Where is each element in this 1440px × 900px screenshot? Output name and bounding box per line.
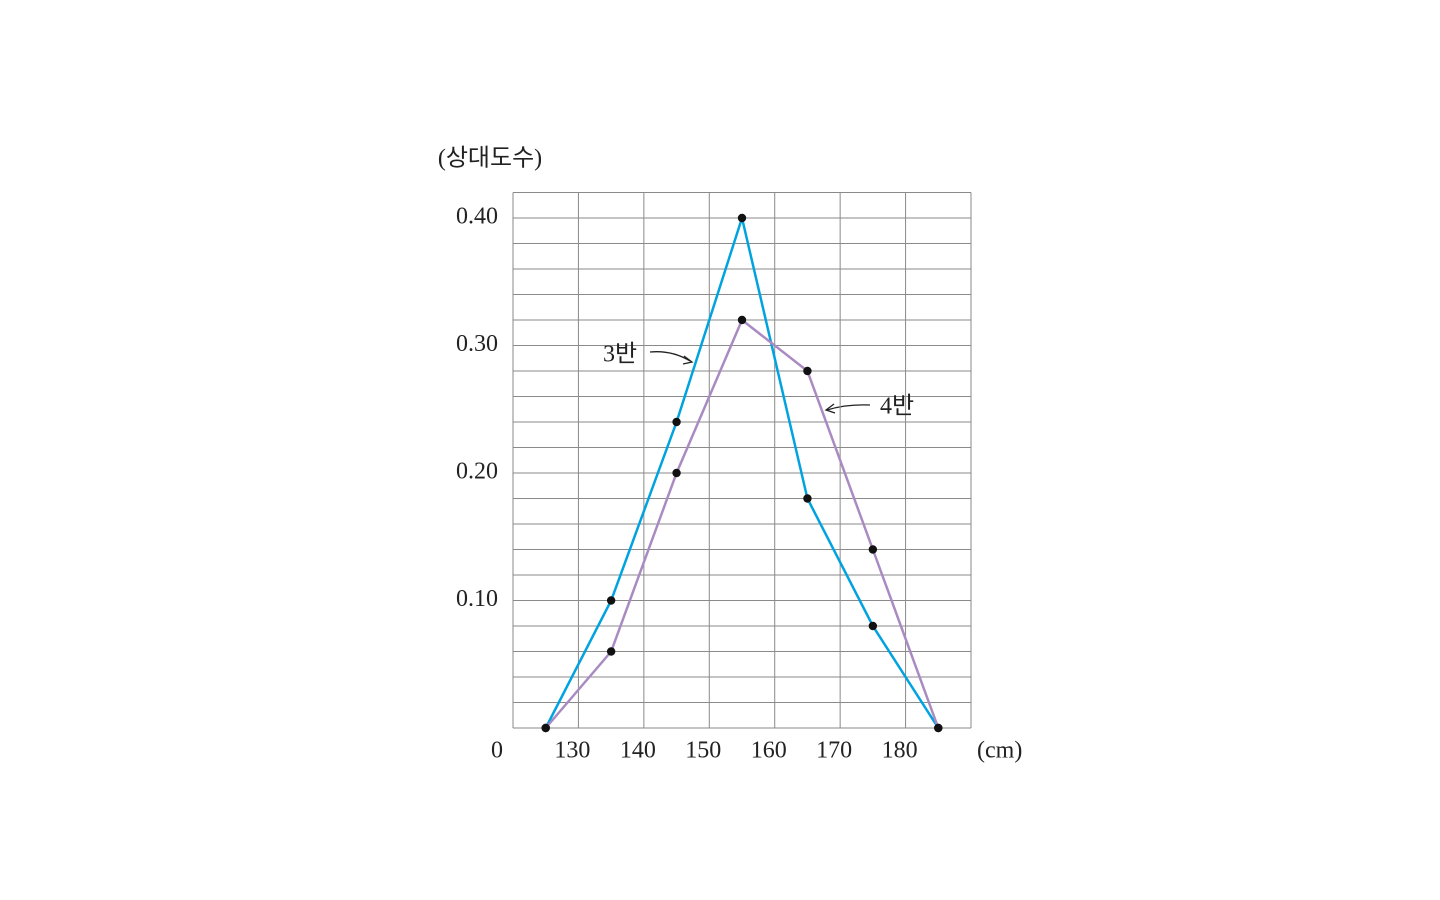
data-point [934, 723, 943, 733]
data-point [803, 366, 812, 376]
data-point [541, 723, 550, 733]
x-axis-unit: (cm) [977, 738, 1022, 764]
arrow [649, 351, 691, 362]
data-point [737, 315, 747, 325]
arrowhead [682, 355, 694, 365]
data-point [868, 621, 878, 631]
data-point [672, 417, 681, 427]
y-tick-label: 0.10 [456, 586, 498, 612]
arrowhead [824, 403, 836, 414]
arrow [826, 404, 871, 411]
data-point [868, 545, 878, 554]
y-tick-label: 0.30 [456, 331, 498, 357]
x-tick-label: 140 [620, 738, 656, 764]
x-tick-label: 180 [882, 738, 918, 764]
x-tick-label: 150 [685, 738, 721, 764]
series-label: 4반 [880, 393, 914, 420]
data-point [803, 494, 812, 503]
data-point [672, 468, 681, 478]
data-point [606, 647, 616, 656]
y-tick-label: 0.40 [456, 204, 498, 230]
data-point [606, 596, 616, 605]
x-tick-label: 170 [816, 738, 852, 764]
y-axis-label: (상대도수) [438, 145, 542, 172]
origin-label: 0 [491, 738, 503, 764]
data-point [737, 213, 747, 223]
x-tick-label: 130 [554, 738, 590, 764]
y-tick-label: 0.20 [456, 459, 498, 485]
series-label: 3반 [603, 341, 637, 368]
x-tick-label: 160 [751, 738, 787, 764]
